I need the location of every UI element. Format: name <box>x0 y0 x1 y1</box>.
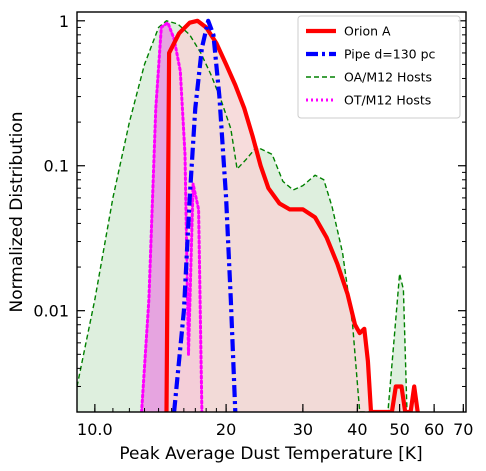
legend-label: Pipe d=130 pc <box>344 47 436 62</box>
legend-box <box>297 15 461 119</box>
axis-ticks <box>77 20 466 413</box>
legend-label: OT/M12 Hosts <box>344 93 431 108</box>
series-line-ot-m12-hosts <box>140 21 204 412</box>
series-line-pipe-d-130-pc <box>172 18 238 412</box>
x-tick-label: 20 <box>216 420 236 439</box>
x-tick-label: 30 <box>293 420 313 439</box>
y-tick-label: 1 <box>59 12 69 31</box>
x-tick-label: 50 <box>389 420 409 439</box>
x-tick-label: 10.0 <box>77 420 113 439</box>
y-axis-label: Normalized Distribution <box>7 112 27 313</box>
plot-frame <box>76 11 467 413</box>
series-fill-orion-a <box>166 20 418 412</box>
x-axis-label: Peak Average Dust Temperature [K] <box>119 444 422 464</box>
x-tick-label: 70 <box>453 420 473 439</box>
x-tick-label: 60 <box>424 420 444 439</box>
legend-label: OA/M12 Hosts <box>344 70 432 85</box>
axis-tick-labels: 10.0 20 30 40 50 60 70 1 0.1 0.01 <box>33 12 473 439</box>
x-tick-label: 40 <box>347 420 367 439</box>
legend: Orion A Pipe d=130 pc OA/M12 Hosts OT/M12 H… <box>297 15 461 119</box>
y-tick-label: 0.1 <box>44 157 69 176</box>
series-lines <box>77 18 420 412</box>
y-tick-label: 0.01 <box>33 302 69 321</box>
legend-label: Orion A <box>344 24 391 39</box>
